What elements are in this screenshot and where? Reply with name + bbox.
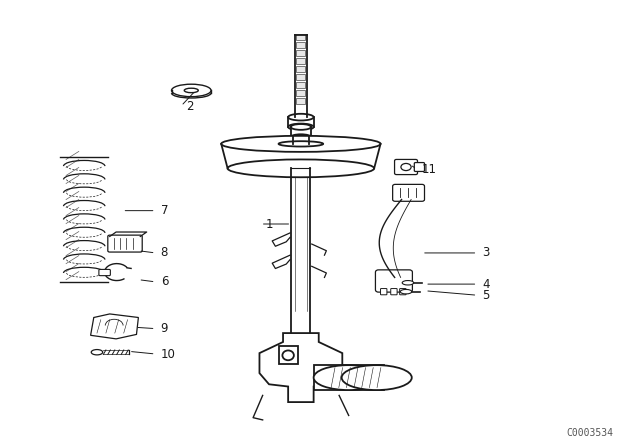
FancyBboxPatch shape xyxy=(296,50,305,56)
FancyBboxPatch shape xyxy=(296,66,305,72)
Ellipse shape xyxy=(402,280,413,285)
Text: 9: 9 xyxy=(161,322,168,335)
Text: 8: 8 xyxy=(161,246,168,259)
Text: 7: 7 xyxy=(161,204,168,217)
FancyBboxPatch shape xyxy=(376,270,412,292)
Ellipse shape xyxy=(288,114,314,121)
Ellipse shape xyxy=(291,124,311,130)
FancyBboxPatch shape xyxy=(394,159,417,175)
Ellipse shape xyxy=(282,350,294,360)
Text: 1: 1 xyxy=(266,217,273,231)
Ellipse shape xyxy=(172,84,211,97)
Text: 2: 2 xyxy=(186,99,194,112)
Ellipse shape xyxy=(314,365,384,390)
FancyBboxPatch shape xyxy=(391,289,397,295)
Ellipse shape xyxy=(291,134,311,140)
Ellipse shape xyxy=(221,136,381,152)
FancyBboxPatch shape xyxy=(296,58,305,64)
FancyBboxPatch shape xyxy=(314,365,384,390)
FancyBboxPatch shape xyxy=(99,269,110,276)
Text: C0003534: C0003534 xyxy=(566,428,613,438)
Text: 6: 6 xyxy=(161,276,168,289)
FancyBboxPatch shape xyxy=(291,127,311,137)
FancyBboxPatch shape xyxy=(296,34,305,40)
FancyBboxPatch shape xyxy=(278,346,298,364)
FancyBboxPatch shape xyxy=(393,185,424,201)
Ellipse shape xyxy=(92,349,102,355)
Ellipse shape xyxy=(342,365,412,390)
Ellipse shape xyxy=(401,164,411,171)
FancyBboxPatch shape xyxy=(108,235,142,252)
Ellipse shape xyxy=(184,88,198,93)
FancyBboxPatch shape xyxy=(296,90,305,96)
Ellipse shape xyxy=(400,289,412,294)
Ellipse shape xyxy=(278,141,323,146)
FancyBboxPatch shape xyxy=(381,289,387,295)
Polygon shape xyxy=(259,333,342,402)
Text: 5: 5 xyxy=(483,289,490,302)
Ellipse shape xyxy=(288,124,314,130)
FancyBboxPatch shape xyxy=(414,163,424,172)
Polygon shape xyxy=(91,314,138,339)
Text: 4: 4 xyxy=(483,278,490,291)
Text: 11: 11 xyxy=(422,163,437,176)
Text: 10: 10 xyxy=(161,348,175,361)
FancyBboxPatch shape xyxy=(296,42,305,47)
Text: 3: 3 xyxy=(483,246,490,259)
FancyBboxPatch shape xyxy=(296,82,305,88)
FancyBboxPatch shape xyxy=(296,98,305,104)
FancyBboxPatch shape xyxy=(288,117,314,127)
Ellipse shape xyxy=(228,159,374,177)
FancyBboxPatch shape xyxy=(296,74,305,80)
FancyBboxPatch shape xyxy=(399,289,406,295)
